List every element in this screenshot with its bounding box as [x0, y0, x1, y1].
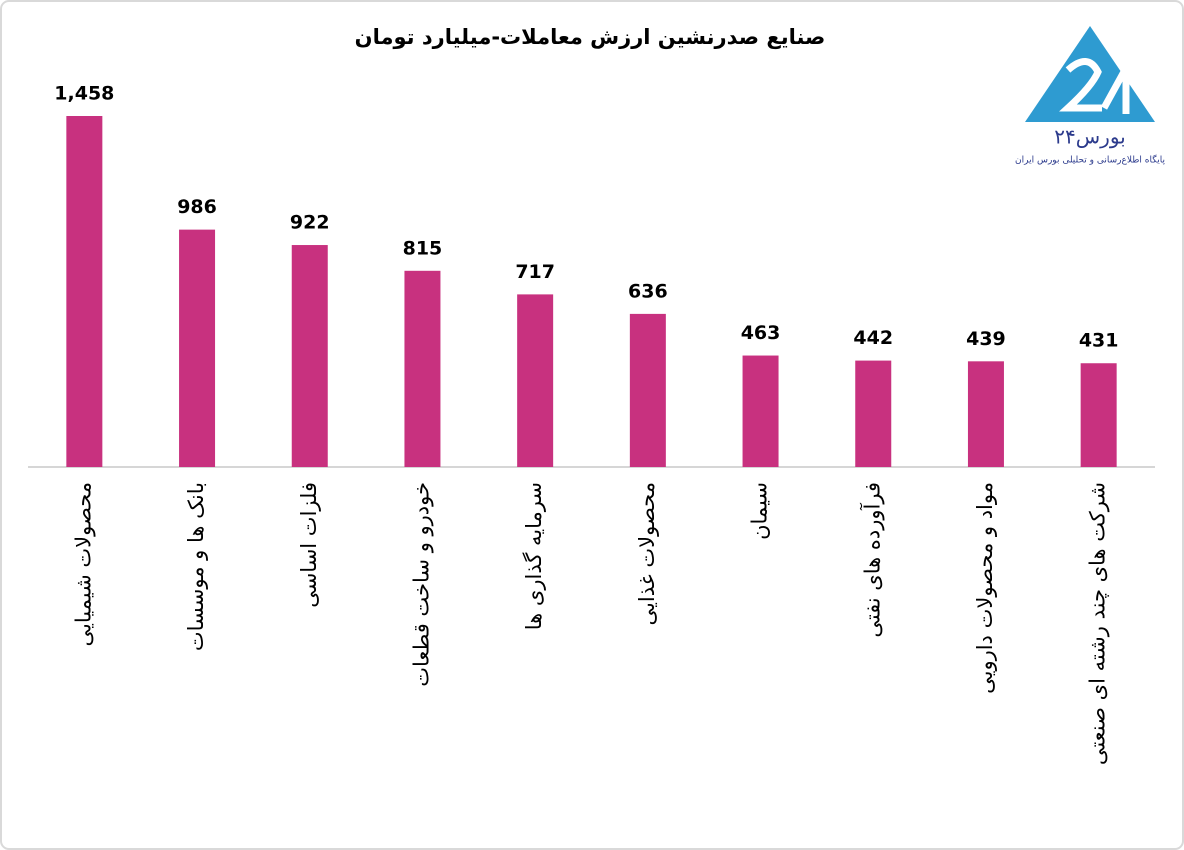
x-tick-label: محصولات غذایی [635, 482, 659, 625]
x-tick-label: سرمایه گذاری ها [522, 482, 546, 630]
x-tick-label: سیمان [748, 482, 772, 540]
bar [1080, 363, 1117, 467]
bar [66, 116, 103, 467]
bar [291, 245, 328, 467]
bar [967, 361, 1004, 467]
logo-tagline: پایگاه اطلاع‌رسانی و تحلیلی بورس ایران [1015, 154, 1165, 166]
x-tick-label: شرکت های چند رشته ای صنعتی [1086, 482, 1110, 765]
x-tick-label: محصولات شیمیایی [71, 482, 95, 646]
logo-mark [1059, 58, 1130, 114]
value-label: 442 [853, 327, 893, 349]
x-tick-label: فرآورده های نفتی [859, 482, 884, 638]
value-label: 439 [966, 328, 1006, 350]
logo: بورس۲۴ پایگاه اطلاع‌رسانی و تحلیلی بورس … [1015, 26, 1165, 166]
bar [179, 229, 216, 467]
value-label: 431 [1079, 330, 1119, 352]
bar [517, 294, 554, 467]
bar [629, 313, 666, 467]
value-label: 986 [177, 196, 217, 218]
bar [742, 355, 779, 467]
value-label: 463 [741, 322, 781, 344]
x-tick-label: بانک ها و موسسات [184, 482, 208, 651]
value-label: 1,458 [54, 83, 114, 105]
value-label: 815 [403, 237, 443, 259]
bar [404, 270, 441, 467]
x-tick-label: فلزات اساسی [297, 482, 321, 608]
x-tick-label: خودرو و ساخت قطعات [409, 482, 433, 687]
value-label: 636 [628, 280, 668, 302]
x-tick-label: مواد و محصولات دارویی [973, 482, 997, 694]
bar [855, 360, 892, 467]
chart-title: صنایع صدرنشین ارزش معاملات-میلیارد تومان [355, 25, 826, 49]
logo-name: بورس۲۴ [1054, 125, 1125, 149]
value-label: 922 [290, 212, 330, 234]
value-label: 717 [515, 261, 555, 283]
